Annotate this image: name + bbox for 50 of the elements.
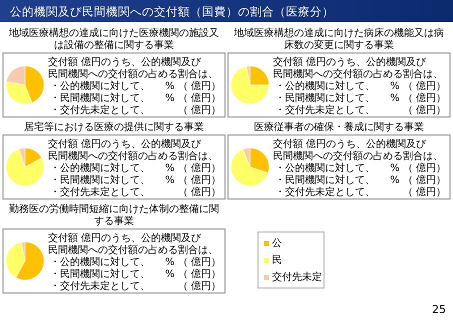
text: ・交付先未定として、 <box>50 104 150 116</box>
text: 地域医療構想の達成に向けた病床の機能又は病床数の変更に関する事業 <box>233 27 444 51</box>
text: % （ 億円） <box>165 268 221 280</box>
text: % （ 億円） <box>390 174 446 186</box>
text: % （ 億円） <box>165 174 221 186</box>
text: % （ 億円） <box>390 80 446 92</box>
text: （ 億円） <box>178 186 221 198</box>
text: 交付額 億円のうち、公的機関及び <box>48 56 202 68</box>
text: 交付額 億円のうち、公的機関及び <box>273 138 428 150</box>
text: ・公的機関に対して、 <box>50 80 150 92</box>
text: % （ 億円） <box>165 162 221 174</box>
text: （ 億円） <box>402 104 446 116</box>
legend-label: 交付先未定 <box>272 271 322 283</box>
text: ・公的機関に対して、 <box>50 162 150 174</box>
text: ・交付先未定として、 <box>275 104 375 116</box>
chart-title: 勤務医の労働時間短縮に向けた体制の整備に関する事業 <box>9 203 219 227</box>
text: （ 億円） <box>178 104 221 116</box>
text: 民間機関への交付額の占める割合は、 <box>273 68 443 80</box>
text: ・民間機関に対して、 <box>50 268 150 280</box>
text: ・公的機関に対して、 <box>50 256 150 268</box>
text: 交付額 億円のうち、公的機関及び <box>273 56 428 68</box>
legend-label: 民 <box>272 255 282 266</box>
text: ・公的機関に対して、 <box>275 80 375 92</box>
legend-label: 公 <box>272 237 282 249</box>
text: ・交付先未定として、 <box>50 280 150 292</box>
text: % （ 億円） <box>165 92 221 104</box>
text: 民間機関への交付額の占める割合は、 <box>48 68 218 80</box>
text: 民間機関への交付額の占める割合は、 <box>48 150 218 162</box>
text: 交付額 億円のうち、公的機関及び <box>48 232 202 244</box>
text: （ 億円） <box>178 280 221 292</box>
text: 公的機関及び民間機関への交付額（国費）の割合（医療分） <box>10 4 334 18</box>
text: 25 <box>432 303 446 316</box>
text: % （ 億円） <box>390 92 446 104</box>
text: 交付額 億円のうち、公的機関及び <box>48 138 202 150</box>
text: ・交付先未定として、 <box>275 186 375 198</box>
text: % （ 億円） <box>390 162 446 174</box>
text: % （ 億円） <box>165 80 221 92</box>
text: 地域医療構想の達成に向けた医療機関の施設又は設備の整備に関する事業 <box>8 27 219 51</box>
text: % （ 億円） <box>165 256 221 268</box>
text: ・交付先未定として、 <box>50 186 150 198</box>
text: ・民間機関に対して、 <box>275 92 375 104</box>
text: ・民間機関に対して、 <box>50 92 150 104</box>
text: 民間機関への交付額の占める割合は、 <box>273 150 443 162</box>
text: （ 億円） <box>402 186 446 198</box>
text: ・公的機関に対して、 <box>275 162 375 174</box>
text: 医療従事者の確保・養成に関する事業 <box>254 121 424 133</box>
text: 民間機関への交付額の占める割合は、 <box>48 244 218 256</box>
text: 居宅等における医療の提供に関する事業 <box>24 121 204 133</box>
text: ・民間機関に対して、 <box>50 174 150 186</box>
text: ・民間機関に対して、 <box>275 174 375 186</box>
